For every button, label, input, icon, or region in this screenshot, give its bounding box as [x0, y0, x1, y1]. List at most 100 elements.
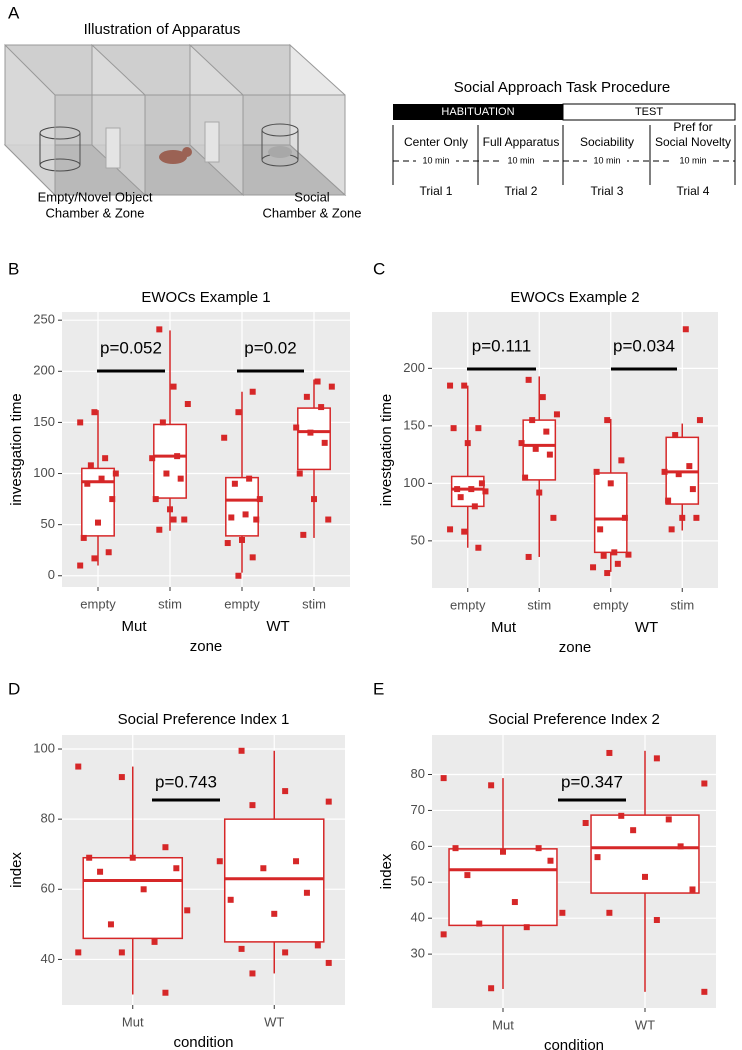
y-tick-label: 0 [48, 567, 55, 582]
zone-label: Chamber & Zone [46, 205, 145, 220]
x-tick-label: Mut [492, 1017, 514, 1032]
point [447, 526, 454, 533]
y-tick-label: 80 [41, 811, 55, 826]
point [170, 516, 177, 523]
point [249, 802, 256, 809]
point [543, 428, 550, 435]
point [440, 775, 447, 782]
point [97, 868, 104, 875]
step-name: Sociability [580, 135, 634, 149]
x-tick-label: stim [670, 597, 694, 612]
p-value: p=0.02 [244, 338, 296, 357]
point [140, 886, 147, 893]
point [86, 854, 93, 861]
point [173, 865, 180, 872]
chart-title: Social Preference Index 1 [118, 711, 290, 728]
point [450, 425, 457, 432]
x-tick-label: stim [158, 596, 182, 611]
point [75, 763, 82, 770]
point [91, 409, 98, 416]
y-tick-label: 100 [403, 475, 425, 490]
group-label: Mut [121, 618, 147, 635]
step-duration: 10 min [507, 155, 534, 165]
duration-bg [501, 155, 541, 167]
point [318, 404, 325, 411]
point [630, 827, 637, 834]
point [511, 899, 518, 906]
point [611, 549, 618, 556]
x-tick-label: empty [80, 596, 116, 611]
illustration-title: Illustration of Apparatus [84, 21, 241, 38]
box [81, 467, 115, 537]
point [606, 749, 613, 756]
y-tick-label: 200 [403, 360, 425, 375]
x-tick-label: WT [635, 1017, 655, 1032]
point [303, 889, 310, 896]
point [170, 383, 177, 390]
point [604, 417, 611, 424]
point [239, 536, 245, 543]
point [151, 938, 158, 945]
point [653, 916, 660, 923]
point [523, 924, 530, 931]
point [162, 989, 169, 996]
point [525, 376, 532, 383]
phase-label: TEST [635, 106, 663, 118]
point [321, 439, 328, 446]
step-name: Pref for [673, 120, 712, 134]
point [532, 445, 539, 452]
point [227, 896, 234, 903]
point [91, 555, 98, 562]
y-tick-label: 200 [33, 363, 55, 378]
step-trial: Trial 2 [505, 184, 538, 198]
point [536, 489, 543, 496]
y-axis-label: index [378, 853, 395, 889]
point [461, 382, 468, 389]
point [668, 526, 675, 533]
y-axis-label: investgation time [378, 394, 395, 507]
point [665, 816, 672, 823]
point [675, 471, 682, 478]
point [461, 528, 468, 535]
point [653, 755, 660, 762]
point [249, 554, 256, 561]
point [464, 440, 471, 447]
point [478, 480, 485, 487]
duration-bg [587, 155, 627, 167]
p-value: p=0.034 [613, 336, 675, 355]
point [162, 844, 169, 851]
box [297, 407, 331, 471]
x-axis-label: condition [173, 1034, 233, 1050]
point [529, 417, 536, 424]
zone-label: Empty/Novel Object [38, 189, 153, 204]
y-tick-label: 150 [403, 417, 425, 432]
point [105, 549, 112, 556]
point [228, 514, 235, 521]
point [300, 531, 307, 538]
x-tick-label: Mut [122, 1014, 144, 1029]
chart-title: EWOCs Example 2 [510, 289, 639, 306]
point [525, 553, 532, 560]
point [696, 417, 703, 424]
point [701, 988, 708, 995]
point [271, 910, 278, 917]
y-tick-label: 40 [41, 951, 55, 966]
point [475, 544, 482, 551]
point [488, 985, 495, 992]
chart: B EWOCs Example 1 0 50 100 150 200 250 empty stim… [8, 259, 350, 655]
point [482, 488, 489, 495]
point [488, 782, 495, 789]
point [546, 451, 553, 458]
y-tick-label: 100 [33, 465, 55, 480]
point [661, 468, 668, 475]
point [118, 774, 125, 781]
point [550, 514, 557, 521]
point [686, 463, 693, 470]
x-tick-label: empty [593, 597, 629, 612]
point [231, 480, 238, 487]
point [256, 496, 263, 503]
point [325, 959, 332, 966]
point [559, 909, 566, 916]
box [590, 814, 700, 894]
point [84, 480, 91, 487]
